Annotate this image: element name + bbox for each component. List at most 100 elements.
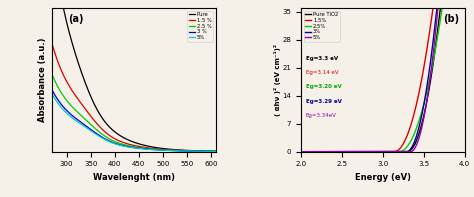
5% — [315, 151, 320, 153]
Line: 1.5 %: 1.5 % — [52, 44, 217, 151]
3% — [434, 7, 440, 9]
Pure TiO2 — [364, 151, 370, 153]
Pure — [149, 146, 155, 148]
3 % — [145, 148, 151, 150]
Text: (b): (b) — [443, 14, 459, 24]
Legend: Pure, 1.5 %, 2.5 %, 3 %, 5%: Pure, 1.5 %, 2.5 %, 3 %, 5% — [187, 10, 213, 42]
5% — [370, 151, 376, 153]
2.5 % — [191, 150, 197, 152]
3% — [298, 151, 304, 153]
Line: 5%: 5% — [301, 8, 465, 152]
Pure TiO2 — [428, 74, 434, 76]
5% — [426, 89, 431, 91]
2.5% — [370, 151, 376, 153]
1.5 % — [154, 148, 160, 150]
3% — [426, 75, 431, 77]
Text: Eg=3.14 eV: Eg=3.14 eV — [306, 70, 338, 75]
2.5 % — [145, 147, 151, 150]
Text: Eg=3.3 eV: Eg=3.3 eV — [306, 56, 338, 61]
2.5% — [410, 135, 416, 137]
1.5 % — [149, 147, 155, 150]
3% — [428, 54, 434, 56]
2.5 % — [59, 93, 65, 95]
Text: Eg=3.20 eV: Eg=3.20 eV — [306, 84, 342, 89]
1.5% — [426, 38, 431, 40]
2.5 % — [149, 148, 155, 150]
2.5 % — [49, 73, 55, 76]
1.5% — [298, 151, 304, 153]
X-axis label: Wavelenght (nm): Wavelenght (nm) — [93, 173, 175, 182]
Pure TiO2 — [410, 146, 416, 148]
1.5% — [364, 151, 370, 153]
5% — [428, 67, 434, 69]
5% — [145, 148, 151, 151]
2.5% — [439, 7, 445, 9]
Pure TiO2 — [315, 151, 320, 153]
3 % — [174, 150, 180, 152]
2.5% — [315, 151, 320, 153]
Line: Pure: Pure — [52, 0, 217, 151]
1.5 % — [59, 71, 65, 74]
3% — [462, 7, 467, 9]
1.5 % — [214, 150, 219, 152]
1.5% — [315, 151, 320, 153]
5% — [435, 7, 441, 9]
Text: Eg=3.34eV: Eg=3.34eV — [306, 113, 337, 118]
5% — [410, 149, 416, 151]
Legend: Pure TiO2, 1.5%, 2.5%, 3%, 5%: Pure TiO2, 1.5%, 2.5%, 3%, 5% — [303, 10, 340, 42]
3% — [315, 151, 320, 153]
5% — [214, 150, 219, 153]
2.5% — [364, 151, 370, 153]
1.5 % — [49, 43, 55, 45]
5% — [364, 151, 370, 153]
5% — [59, 107, 65, 110]
3 % — [214, 150, 219, 153]
5% — [298, 151, 304, 153]
3% — [364, 151, 370, 153]
1.5% — [462, 7, 467, 9]
X-axis label: Energy (eV): Energy (eV) — [355, 173, 410, 182]
5% — [462, 7, 467, 9]
3% — [410, 143, 416, 146]
5% — [49, 93, 55, 95]
Line: 2.5 %: 2.5 % — [52, 75, 217, 151]
Pure TiO2 — [426, 91, 431, 94]
Pure — [214, 150, 219, 152]
2.5% — [462, 7, 467, 9]
Pure TiO2 — [298, 151, 304, 153]
2.5% — [428, 69, 434, 72]
2.5 % — [154, 148, 160, 151]
3 % — [154, 149, 160, 151]
Y-axis label: ( αhν )² (eV cm⁻¹)²: ( αhν )² (eV cm⁻¹)² — [274, 44, 281, 116]
5% — [174, 150, 180, 152]
2.5 % — [214, 150, 219, 152]
5% — [154, 149, 160, 151]
Pure — [191, 150, 197, 152]
1.5% — [370, 151, 376, 153]
2.5% — [426, 83, 431, 86]
Pure — [59, 1, 65, 4]
Pure — [145, 145, 151, 147]
1.5% — [410, 116, 416, 118]
Line: 1.5%: 1.5% — [301, 8, 465, 152]
1.5% — [428, 18, 434, 20]
3 % — [149, 148, 155, 151]
Pure TiO2 — [370, 151, 376, 153]
2.5% — [298, 151, 304, 153]
Pure — [154, 147, 160, 149]
1.5% — [430, 7, 436, 9]
Pure TiO2 — [462, 7, 467, 9]
Line: 3%: 3% — [301, 8, 465, 152]
Text: (a): (a) — [69, 14, 84, 24]
1.5 % — [191, 150, 197, 152]
Line: 5%: 5% — [52, 94, 217, 151]
Line: 2.5%: 2.5% — [301, 8, 465, 152]
5% — [191, 150, 197, 152]
3 % — [59, 104, 65, 107]
3 % — [49, 89, 55, 91]
Line: 3 %: 3 % — [52, 90, 217, 151]
Y-axis label: Absorbance (a.u.): Absorbance (a.u.) — [37, 38, 46, 122]
Pure — [174, 149, 180, 151]
Line: Pure TiO2: Pure TiO2 — [301, 8, 465, 152]
1.5 % — [174, 149, 180, 151]
